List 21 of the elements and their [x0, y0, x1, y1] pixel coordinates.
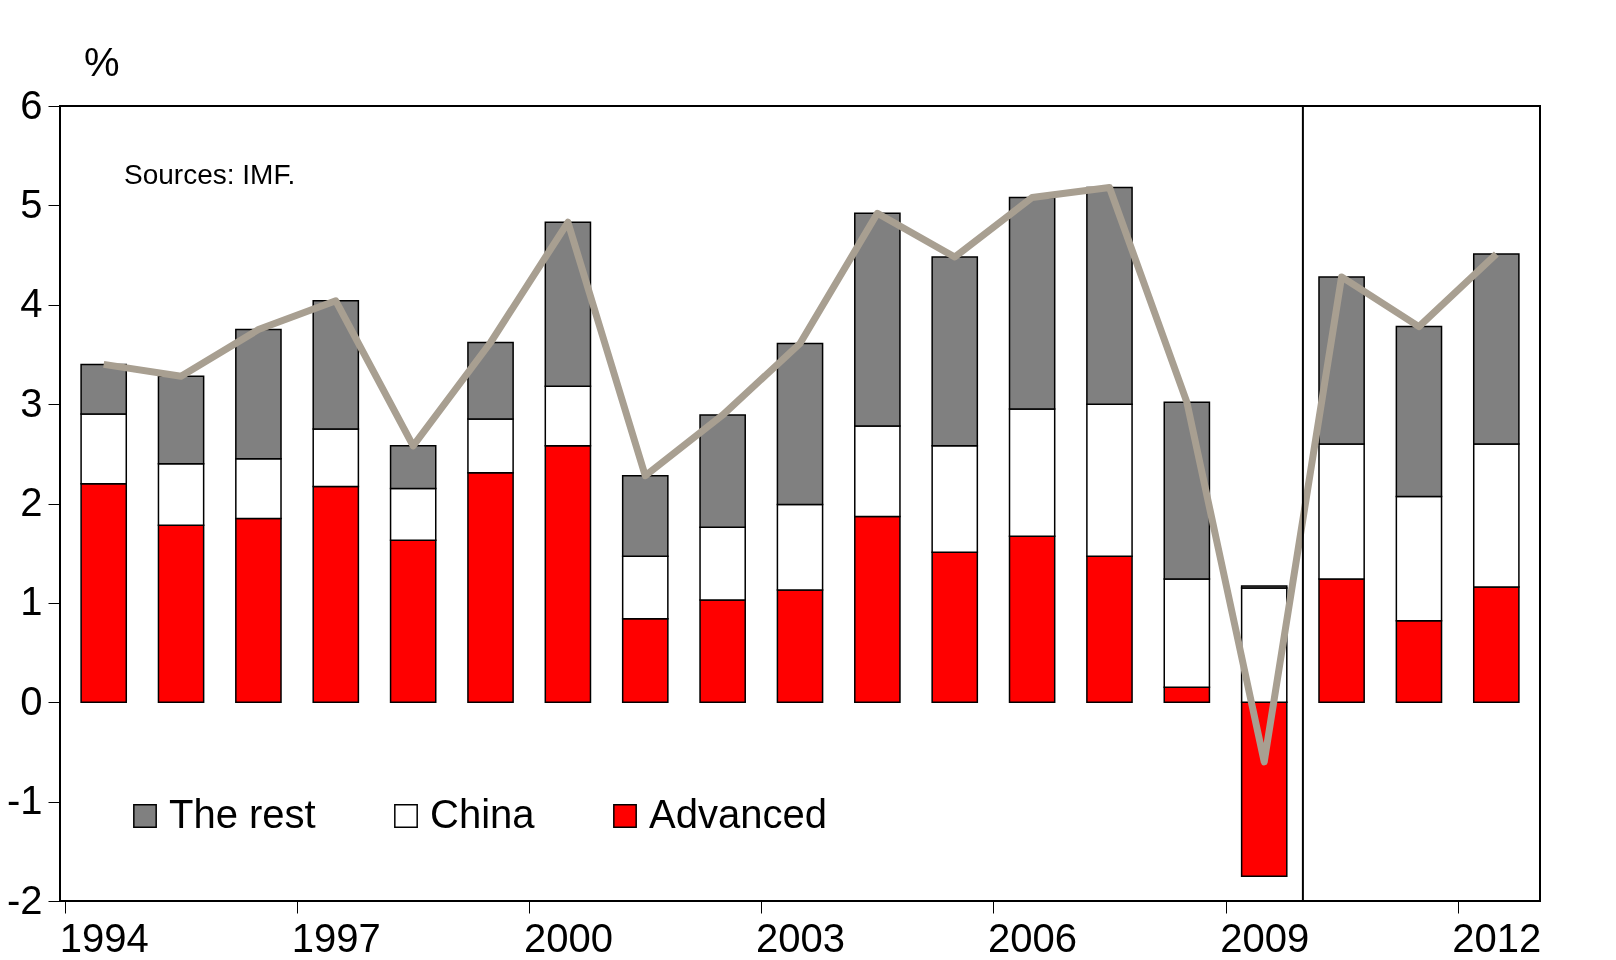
x-tick-label: 2009 [1220, 915, 1310, 960]
legend-label: The rest [169, 792, 316, 836]
annotation: Sources: IMF. [124, 159, 296, 190]
y-tick-label: 4 [20, 281, 43, 326]
y-tick-label: 1 [20, 579, 43, 624]
y-tick-label: 3 [20, 380, 43, 425]
y-tick-label: -1 [6, 778, 43, 823]
y-tick-label: 2 [20, 480, 43, 524]
y-axis-title: % [84, 40, 120, 84]
x-tick-label: 1994 [59, 915, 149, 960]
y-tick-label: 6 [20, 82, 43, 127]
y-tick-label: 5 [20, 181, 43, 226]
legend-label: Advanced [649, 792, 827, 836]
x-tick-label: 2000 [523, 915, 613, 960]
x-tick-label: 1997 [291, 915, 381, 960]
x-tick-label: 2003 [756, 915, 845, 960]
y-tick-label: 0 [20, 678, 43, 723]
x-tick-label: 2006 [988, 915, 1078, 960]
y-tick-label: -2 [6, 877, 43, 922]
x-tick-label: 2012 [1452, 915, 1542, 960]
legend-label: China [430, 792, 536, 836]
